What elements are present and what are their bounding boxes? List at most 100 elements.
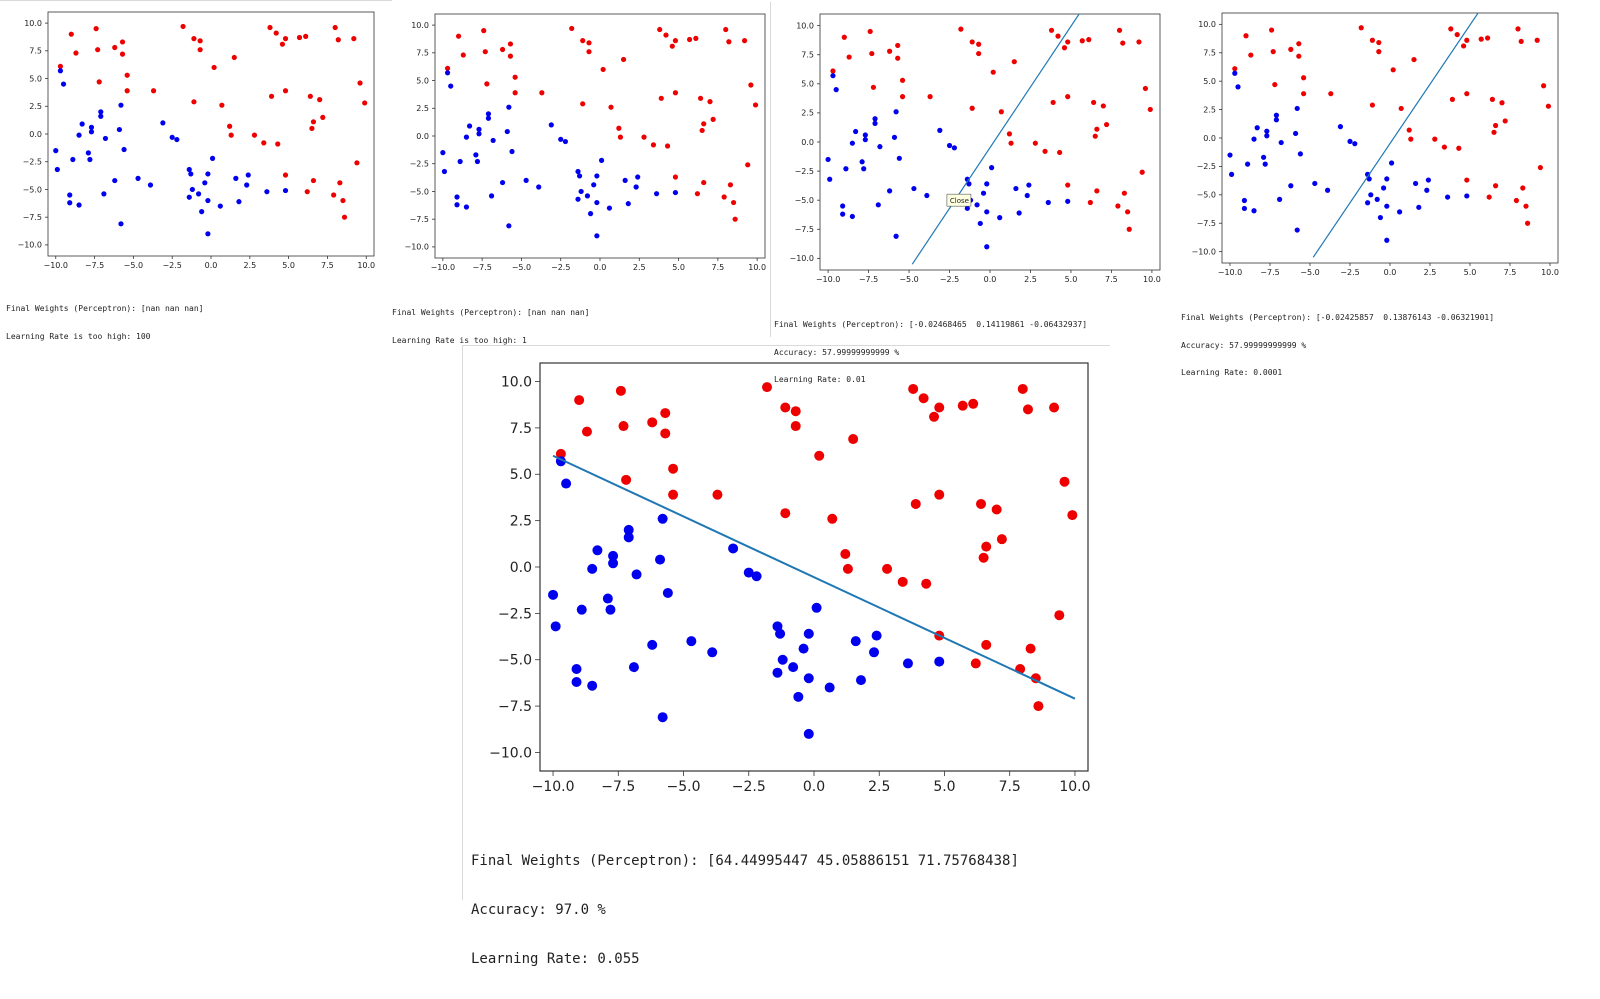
red-point (970, 658, 981, 669)
red-point (895, 42, 901, 49)
blue-point (1389, 160, 1395, 166)
blue-point (655, 554, 666, 565)
blue-point (1366, 176, 1372, 182)
blue-point (584, 193, 591, 199)
y-tick-label-4: 2.5 (1203, 105, 1216, 114)
blue-point (594, 199, 600, 206)
red-point (1059, 476, 1070, 487)
blue-point (647, 639, 658, 650)
blue-point (1065, 198, 1071, 204)
red-point (721, 194, 727, 200)
red-point (745, 162, 751, 168)
y-tick-label-4: −5.0 (1197, 191, 1216, 200)
blue-point (1241, 205, 1247, 212)
red-point (1518, 38, 1524, 45)
red-point (1464, 37, 1470, 43)
red-point (1369, 37, 1375, 43)
red-point (1086, 37, 1092, 43)
decision-boundary-line (911, 14, 1080, 265)
plot-panel-4: −10.0 −7.5 −5.0 −2.5 0.0 2.5 5.0 7.5 10.0 −10.0 −7… (0, 0, 1600, 377)
blue-point (872, 116, 878, 122)
red-point (197, 38, 203, 44)
y-tick-label-1: 10.0 (24, 19, 42, 28)
y-tick-label-5: −2.5 (498, 606, 532, 622)
red-point (1448, 26, 1454, 32)
blue-point (454, 194, 460, 200)
red-point (710, 116, 716, 122)
blue-point (1232, 70, 1238, 76)
blue-point (160, 120, 166, 126)
blue-point (902, 658, 913, 669)
blue-point (1273, 117, 1279, 123)
blue-point (657, 513, 668, 524)
blue-point (966, 181, 972, 187)
red-point (95, 47, 101, 53)
red-point (732, 216, 738, 222)
red-point (1520, 185, 1526, 191)
blue-point (118, 221, 124, 227)
red-point (1456, 145, 1462, 151)
y-tick-label-2: −7.5 (410, 215, 429, 224)
red-point (1142, 85, 1149, 92)
red-point (617, 134, 624, 140)
blue-point (1337, 124, 1343, 130)
red-point (1390, 67, 1396, 73)
blue-point (488, 193, 495, 199)
blue-point (236, 199, 242, 205)
red-point (976, 50, 982, 57)
red-point (672, 38, 679, 44)
close-tooltip (946, 193, 972, 207)
blue-point (174, 136, 180, 143)
blue-point (798, 643, 809, 654)
x-tick-label-1: −2.5 (162, 261, 181, 270)
blue-point (587, 680, 598, 691)
blue-point (803, 628, 814, 639)
red-point (1033, 701, 1044, 712)
caption-2-weights: Final Weights (Perceptron): [nan nan nan… (392, 308, 590, 317)
blue-point (561, 478, 572, 489)
red-point (279, 41, 286, 47)
red-point (1136, 39, 1142, 45)
blue-point (1013, 185, 1019, 192)
blue-point (605, 604, 616, 615)
blue-point (980, 190, 987, 196)
red-point (1545, 103, 1551, 109)
red-point (1042, 148, 1048, 154)
red-point (119, 51, 126, 57)
red-point (669, 43, 675, 49)
red-point (730, 199, 737, 206)
y-tick-label-3: 10.0 (796, 21, 814, 30)
x-tick-label-5: −7.5 (601, 779, 635, 795)
red-point (268, 93, 275, 99)
red-point (1094, 188, 1100, 194)
blue-point (485, 115, 492, 121)
decision-boundary-line (1312, 13, 1479, 258)
blue-point (989, 165, 995, 171)
x-tick-label-5: 7.5 (999, 779, 1021, 795)
blue-point (1278, 139, 1284, 146)
blue-point (101, 191, 107, 197)
blue-point (88, 124, 95, 130)
red-point (726, 39, 732, 45)
caption-5-learning-rate: Learning Rate: 0.055 (471, 950, 640, 967)
red-point (1103, 121, 1110, 128)
blue-point (67, 192, 73, 198)
blue-point (1325, 187, 1331, 193)
blue-point (54, 166, 60, 173)
blue-point (70, 156, 76, 163)
red-point (332, 24, 338, 31)
x-tick-label-3: 5.0 (1065, 275, 1078, 284)
blue-point (606, 205, 613, 211)
red-point (586, 49, 592, 55)
red-point (1125, 209, 1131, 215)
red-point (331, 192, 337, 198)
red-point (1025, 643, 1036, 654)
x-tick-label-2: 7.5 (711, 263, 724, 272)
red-point (317, 97, 323, 103)
blue-point (490, 137, 496, 144)
blue-point (1374, 196, 1380, 202)
blue-point (602, 593, 613, 604)
red-point (1100, 103, 1106, 109)
red-point (191, 99, 197, 105)
red-point (1120, 40, 1126, 46)
